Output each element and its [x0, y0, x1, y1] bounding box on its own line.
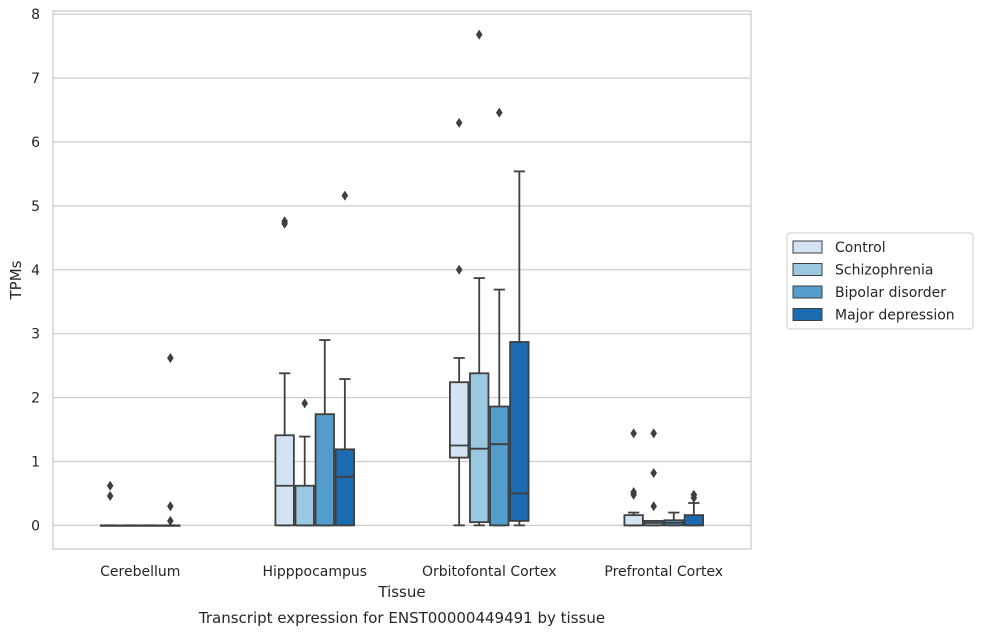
y-tick-label: 5 [31, 199, 40, 215]
y-tick-label: 4 [31, 263, 40, 279]
outlier-point [167, 352, 174, 363]
iqr-box [623, 514, 644, 527]
y-tick-label: 3 [31, 327, 40, 343]
box-control [100, 480, 121, 527]
outlier-point [281, 216, 288, 227]
iqr-box [489, 405, 510, 527]
outlier-point [301, 398, 309, 409]
outlier-point [650, 467, 658, 478]
outlier-point [455, 264, 463, 275]
legend-swatch [792, 308, 823, 321]
box-schizophrenia [469, 29, 490, 527]
box-schizophrenia [643, 428, 664, 527]
iqr-box [314, 413, 335, 527]
box-major-depression [683, 489, 704, 527]
box-schizophrenia [294, 398, 315, 527]
outlier-point [167, 515, 174, 526]
outlier-point [167, 501, 174, 512]
legend: Control Schizophrenia Bipolar disorder Majo… [786, 232, 974, 330]
outlier-point [106, 480, 114, 491]
box-layer [100, 29, 704, 527]
x-tick-labels: Cerebellum Hipppocampus Orbitofontal Corte… [100, 564, 723, 580]
outlier-point [475, 29, 483, 40]
legend-swatch [792, 263, 823, 276]
iqr-box [274, 434, 295, 527]
legend-label: Bipolar disorder [835, 285, 946, 301]
iqr-box [469, 372, 490, 524]
y-tick-label: 6 [31, 135, 40, 151]
legend-label: Control [835, 240, 886, 256]
box-major-depression [334, 190, 355, 527]
y-tick-label: 7 [31, 71, 40, 87]
outlier-point [690, 489, 698, 500]
plot-background [53, 11, 751, 549]
y-tick-label: 0 [31, 518, 40, 534]
iqr-box [449, 381, 470, 459]
y-axis-title: TPMs [7, 260, 25, 300]
grid-lines [53, 13, 751, 526]
box-control [623, 428, 644, 527]
box-control [274, 216, 295, 527]
box-bipolar-disorder [140, 524, 161, 527]
box-bipolar-disorder [314, 339, 335, 527]
iqr-box [509, 341, 530, 522]
outlier-point [341, 190, 349, 201]
outlier-point [650, 501, 658, 512]
y-tick-label: 1 [31, 454, 40, 470]
box-schizophrenia [120, 524, 141, 527]
box-major-depression [160, 352, 181, 527]
outlier-point [650, 428, 658, 439]
box-bipolar-disorder [489, 107, 510, 527]
plot-frame [52, 10, 752, 550]
legend-frame [786, 232, 974, 330]
outlier-point [495, 107, 503, 118]
legend-entries: Control Schizophrenia Bipolar disorder Majo… [792, 240, 955, 324]
legend-swatch [792, 240, 823, 254]
iqr-box [334, 448, 355, 527]
box-major-depression [509, 170, 530, 527]
x-axis-title: Tissue [377, 583, 425, 601]
x-tick-label: Hipppocampus [262, 564, 367, 580]
iqr-box [294, 484, 315, 527]
x-tick-label: Cerebellum [100, 564, 180, 580]
y-tick-label: 8 [31, 7, 40, 23]
y-tick-labels: 0 1 2 3 4 5 6 7 8 [31, 7, 40, 534]
outlier-point [455, 117, 463, 128]
x-tick-label: Prefrontal Cortex [604, 564, 723, 580]
outlier-point [630, 428, 637, 439]
chart-caption: Transcript expression for ENST0000044949… [198, 609, 605, 627]
box-bipolar-disorder [663, 511, 684, 527]
legend-label: Major depression [835, 308, 955, 324]
iqr-box [683, 514, 704, 527]
box-control [449, 117, 470, 527]
x-tick-label: Orbitofontal Cortex [422, 564, 557, 580]
y-tick-label: 2 [31, 391, 40, 407]
legend-swatch [792, 285, 823, 299]
outlier-point [630, 487, 637, 498]
outlier-point [106, 490, 114, 501]
legend-label: Schizophrenia [835, 263, 933, 279]
